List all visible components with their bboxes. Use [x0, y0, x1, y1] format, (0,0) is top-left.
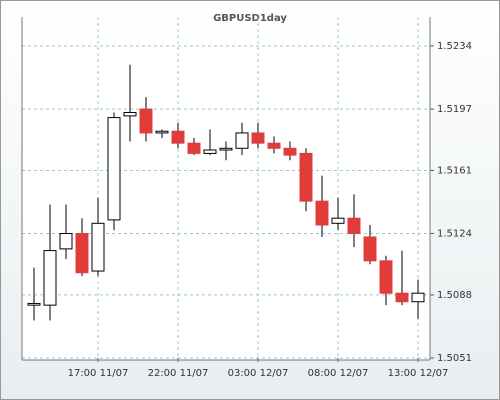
candle-body: [363, 236, 377, 262]
candle-body: [283, 147, 297, 156]
candle-body: [347, 217, 361, 235]
candle-body: [219, 147, 233, 151]
candle-body: [27, 302, 41, 306]
candle-body: [75, 233, 89, 274]
candle-body: [43, 250, 57, 306]
candle-body: [171, 130, 185, 144]
candle-body: [187, 142, 201, 154]
candle-body: [139, 108, 153, 134]
candle-body: [91, 222, 105, 272]
chart-title: GBPUSD1day: [213, 13, 287, 24]
x-tick-label: 03:00 12/07: [228, 368, 289, 379]
x-tick-label: 13:00 12/07: [388, 368, 449, 379]
x-tick-label: 08:00 12/07: [308, 368, 369, 379]
y-tick-label: 1.5088: [437, 290, 472, 301]
candle-body: [59, 233, 73, 250]
candle-body: [251, 132, 265, 144]
candle-body: [123, 111, 137, 117]
candle-body: [107, 117, 121, 221]
y-tick-label: 1.5234: [437, 41, 472, 52]
candle-body: [235, 132, 249, 149]
y-tick-label: 1.5051: [437, 353, 472, 364]
candle-body: [395, 292, 409, 303]
candle-body: [203, 149, 217, 154]
x-tick-label: 17:00 11/07: [68, 368, 129, 379]
x-tick-label: 22:00 11/07: [148, 368, 209, 379]
candle-body: [267, 142, 281, 149]
candle-body: [155, 130, 169, 134]
y-tick-label: 1.5161: [437, 165, 472, 176]
candle-body: [411, 292, 425, 303]
candle-body: [299, 152, 313, 202]
candle-body: [331, 217, 345, 224]
plot-area: [22, 40, 430, 360]
candle-body: [315, 200, 329, 226]
candle-body: [379, 260, 393, 294]
y-tick-label: 1.5124: [437, 229, 472, 240]
y-tick-label: 1.5197: [437, 104, 472, 115]
